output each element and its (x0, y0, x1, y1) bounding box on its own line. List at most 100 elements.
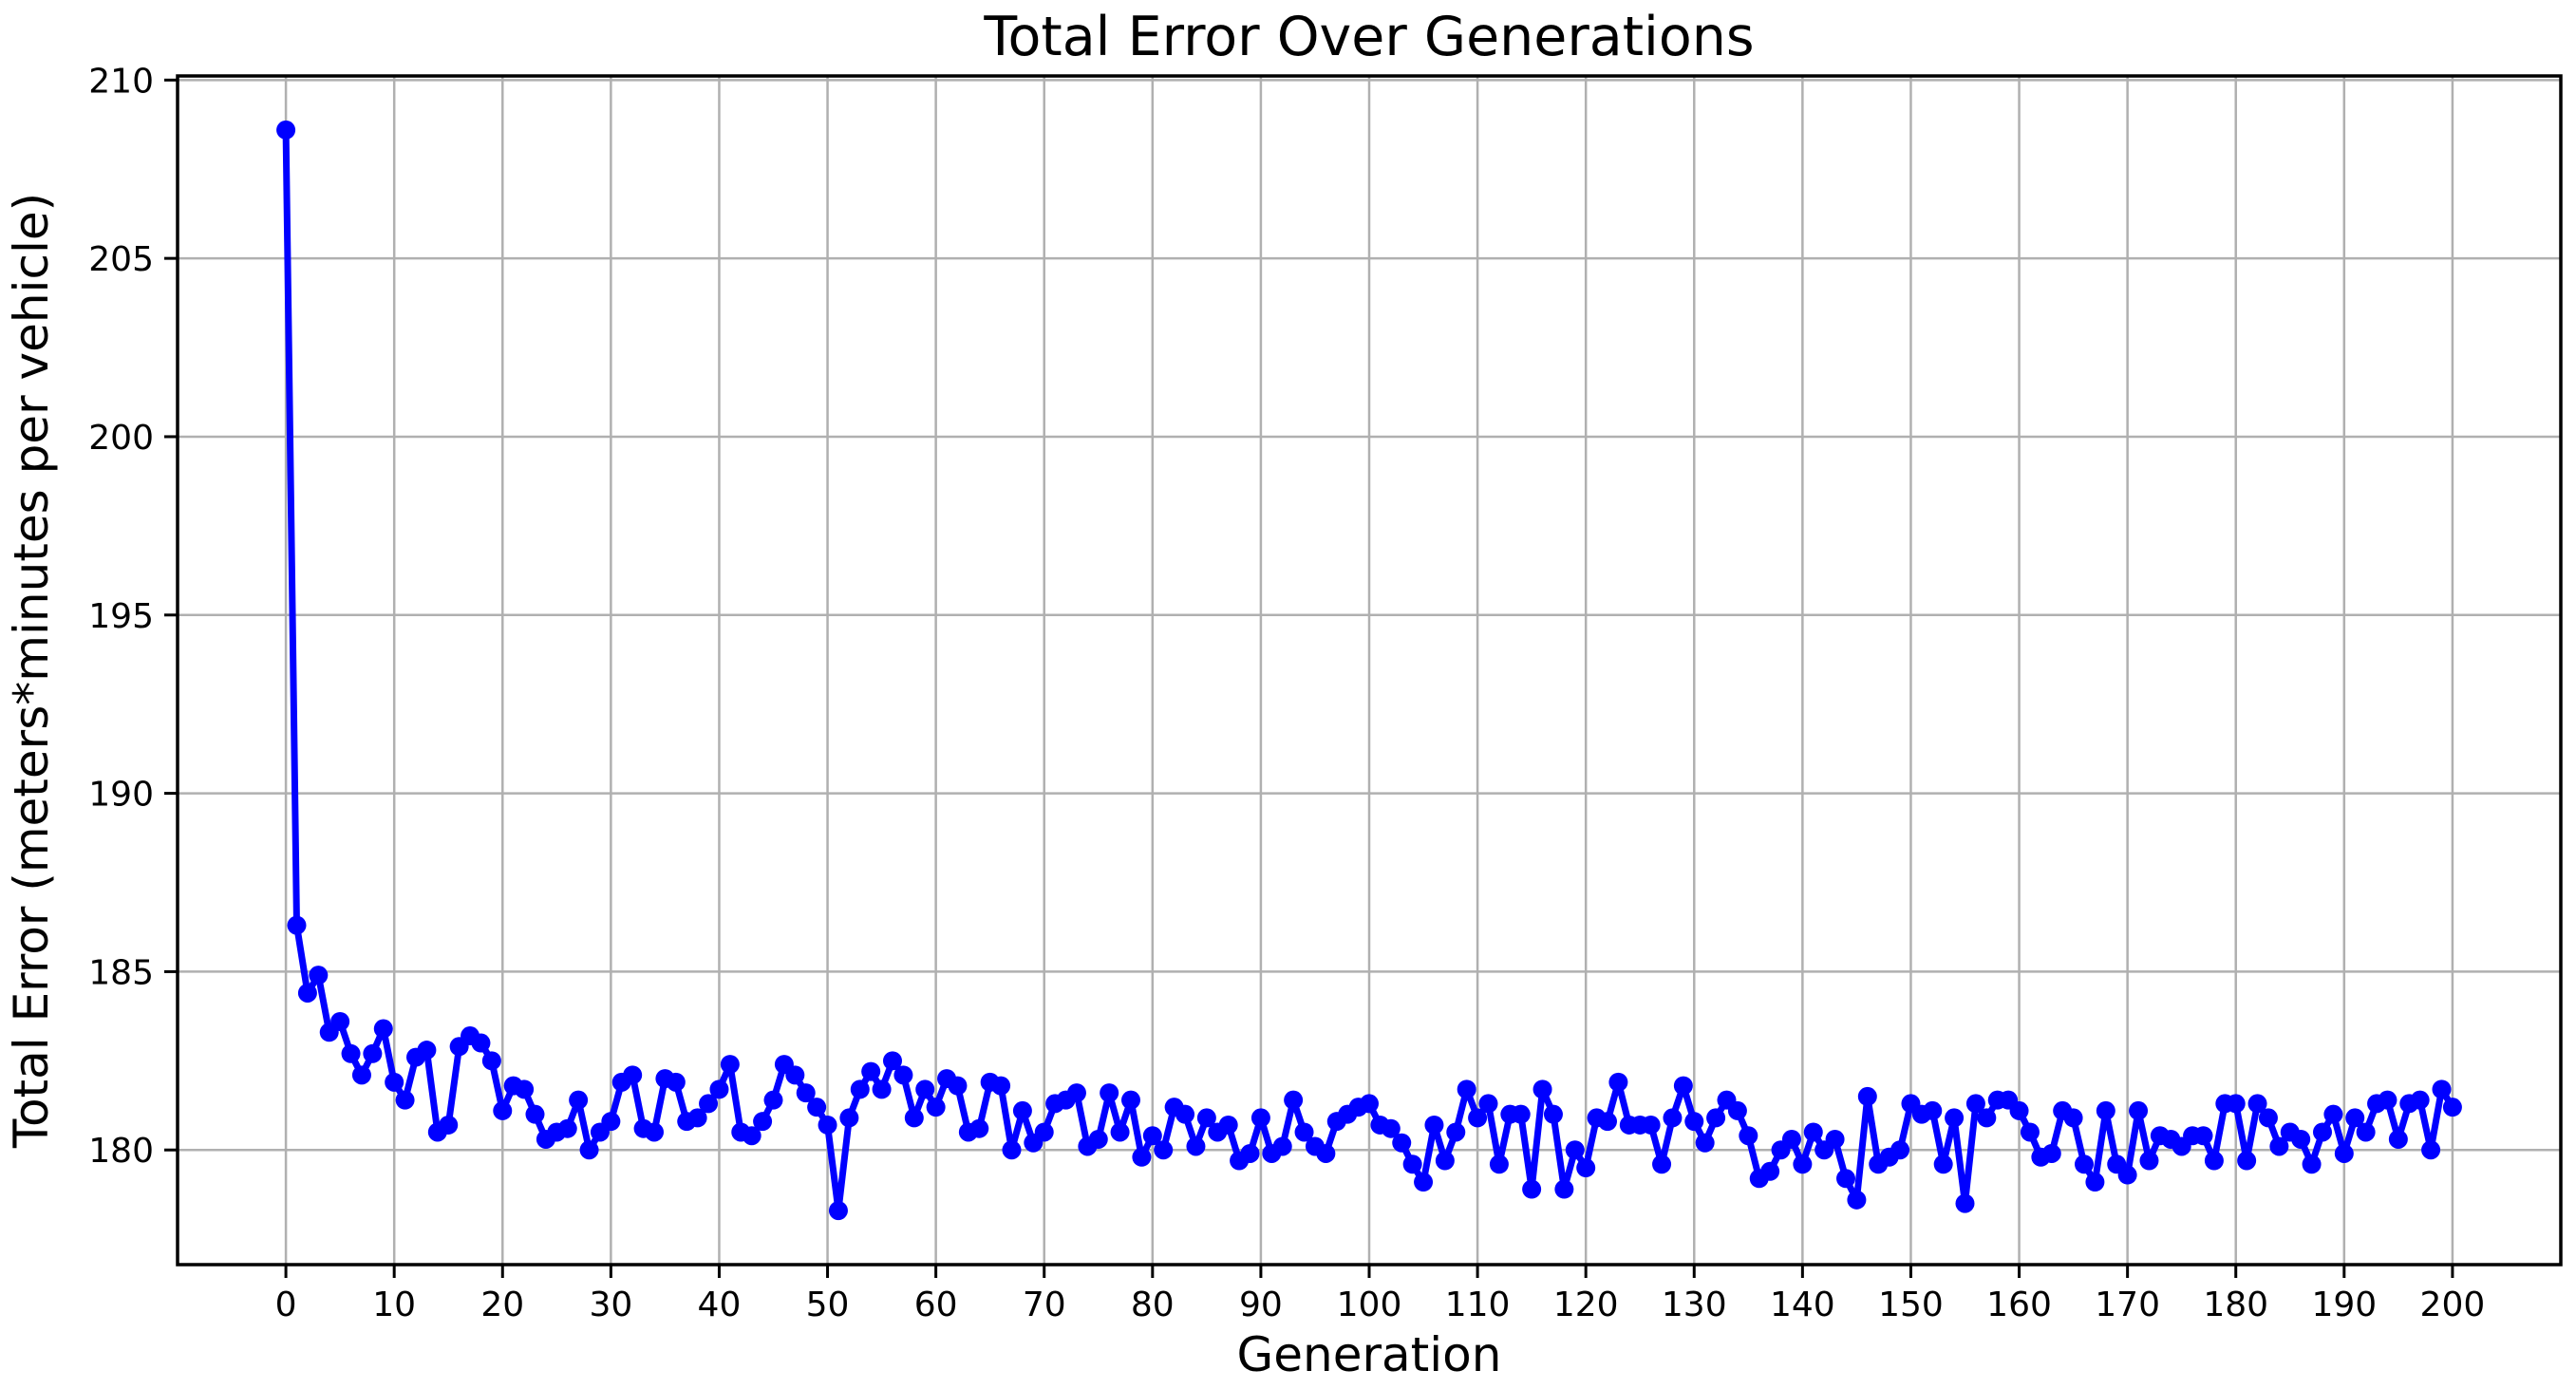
y-tick-label: 185 (88, 953, 154, 992)
data-point-marker (1424, 1115, 1444, 1135)
data-point-marker (2291, 1129, 2311, 1149)
data-point-marker (753, 1112, 773, 1132)
data-point-marker (2193, 1126, 2213, 1146)
data-point-marker (363, 1043, 383, 1063)
data-point-marker (1435, 1151, 1455, 1171)
data-point-marker (2139, 1151, 2159, 1171)
data-point-marker (720, 1055, 740, 1075)
data-point-marker (709, 1079, 729, 1099)
data-point-marker (1381, 1118, 1401, 1138)
data-point-marker (1132, 1147, 1152, 1167)
data-point-marker (796, 1083, 816, 1103)
data-point-marker (330, 1012, 350, 1032)
data-point-marker (1652, 1154, 1672, 1174)
data-point-marker (1414, 1173, 1434, 1192)
data-point-marker (1933, 1154, 1953, 1174)
data-point-marker (818, 1115, 837, 1135)
x-tick-label: 60 (914, 1286, 958, 1324)
x-tick-label: 80 (1131, 1286, 1175, 1324)
data-point-marker (2269, 1136, 2289, 1156)
data-point-marker (1522, 1179, 1542, 1199)
x-tick-label: 10 (372, 1286, 416, 1324)
data-point-marker (2356, 1122, 2376, 1142)
x-tick-label: 20 (480, 1286, 524, 1324)
data-point-marker (439, 1115, 459, 1135)
data-point-marker (1673, 1076, 1693, 1096)
data-point-marker (645, 1122, 664, 1142)
data-point-marker (1532, 1079, 1552, 1099)
x-tick-label: 170 (2095, 1286, 2160, 1324)
data-point-marker (2258, 1108, 2278, 1128)
data-point-marker (1836, 1169, 1855, 1189)
x-tick-label: 40 (698, 1286, 742, 1324)
data-point-marker (2432, 1079, 2452, 1099)
data-point-marker (2129, 1100, 2149, 1120)
x-tick-label: 70 (1023, 1286, 1066, 1324)
x-tick-label: 190 (2311, 1286, 2377, 1324)
data-point-marker (395, 1090, 415, 1110)
x-tick-label: 30 (589, 1286, 632, 1324)
data-point-marker (839, 1108, 859, 1128)
data-point-marker (687, 1108, 707, 1128)
data-point-marker (1608, 1072, 1628, 1092)
x-tick-label: 90 (1239, 1286, 1283, 1324)
data-point-marker (2117, 1165, 2137, 1185)
data-point-marker (1803, 1122, 1823, 1142)
data-point-marker (1196, 1108, 1216, 1128)
data-point-marker (1002, 1140, 1022, 1160)
data-point-marker (763, 1090, 783, 1110)
data-point-marker (1847, 1190, 1867, 1210)
data-point-marker (883, 1051, 902, 1071)
x-tick-label: 110 (1445, 1286, 1511, 1324)
data-point-marker (1142, 1126, 1162, 1146)
data-point-marker (926, 1098, 946, 1117)
data-point-marker (493, 1100, 513, 1120)
data-point-marker (1641, 1115, 1661, 1135)
chart-title: Total Error Over Generations (984, 6, 1755, 68)
y-tick-label: 205 (88, 240, 154, 279)
data-point-marker (893, 1065, 913, 1085)
data-point-marker (1034, 1122, 1054, 1142)
data-point-marker (1489, 1154, 1509, 1174)
data-point-marker (1294, 1122, 1314, 1142)
data-point-marker (1240, 1143, 1260, 1163)
data-point-marker (2237, 1151, 2257, 1171)
data-point-marker (699, 1094, 719, 1114)
data-point-marker (1760, 1161, 1780, 1181)
data-point-marker (1923, 1100, 1943, 1120)
data-point-marker (601, 1112, 621, 1132)
data-point-marker (1392, 1133, 1412, 1153)
x-axis-label: Generation (1236, 1327, 1502, 1382)
data-point-marker (385, 1072, 404, 1092)
data-point-marker (1955, 1193, 1975, 1213)
data-point-marker (557, 1118, 577, 1138)
data-point-marker (2323, 1104, 2343, 1124)
y-axis-label: Total Error (meters*minutes per vehicle) (4, 192, 59, 1149)
data-point-marker (515, 1079, 535, 1099)
data-point-marker (2085, 1173, 2105, 1192)
data-point-marker (1511, 1104, 1531, 1124)
data-point-marker (297, 983, 317, 1003)
y-tick-label: 200 (88, 419, 154, 458)
data-point-marker (471, 1033, 491, 1053)
data-point-marker (1272, 1136, 1292, 1156)
data-point-marker (2442, 1098, 2462, 1117)
data-point-marker (2345, 1108, 2365, 1128)
data-point-marker (1250, 1108, 1270, 1128)
data-point-marker (807, 1098, 827, 1117)
data-point-marker (2410, 1090, 2430, 1110)
data-point-marker (2421, 1140, 2441, 1160)
data-point-marker (1706, 1108, 1726, 1128)
data-point-marker (2226, 1094, 2246, 1114)
data-point-marker (2334, 1143, 2354, 1163)
data-point-marker (2063, 1108, 2083, 1128)
data-point-marker (525, 1104, 545, 1124)
data-point-marker (1598, 1112, 1617, 1132)
data-point-marker (2302, 1154, 2322, 1174)
data-point-marker (1565, 1140, 1585, 1160)
data-point-marker (666, 1072, 686, 1092)
x-tick-label: 150 (1878, 1286, 1944, 1324)
data-point-marker (569, 1090, 589, 1110)
data-point-marker (417, 1041, 437, 1061)
data-point-marker (1965, 1094, 1985, 1114)
